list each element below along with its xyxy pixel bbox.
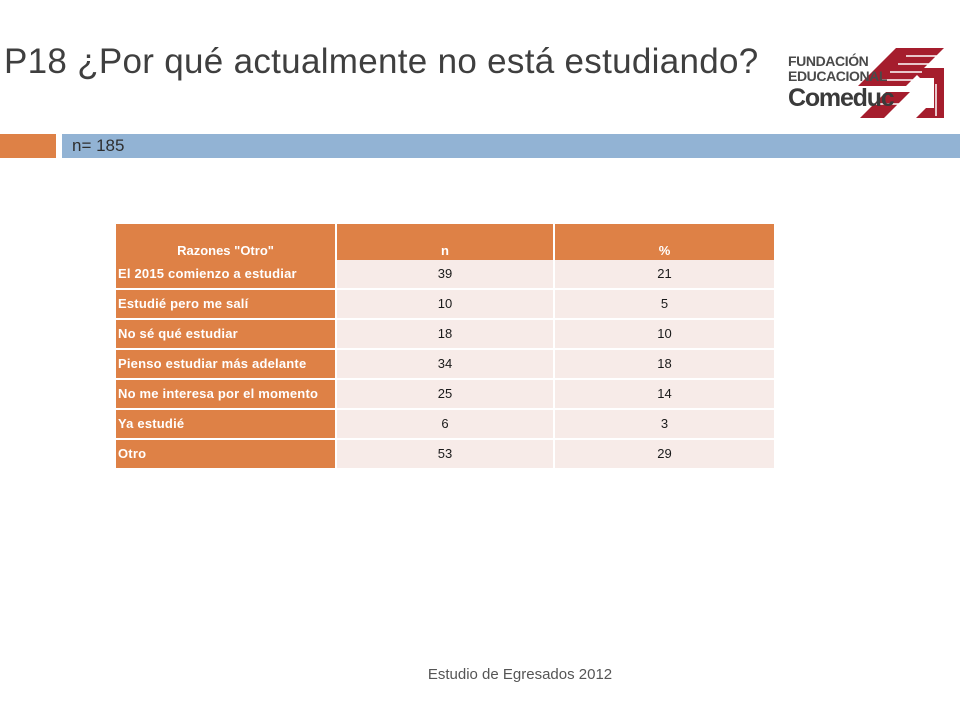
- percent-cell: 21: [554, 260, 774, 290]
- percent-cell: 29: [554, 439, 774, 470]
- comeduc-logo-mark-icon: [858, 48, 944, 118]
- percent-cell: 5: [554, 289, 774, 320]
- logo-line-2: EDUCACIONAL: [788, 68, 888, 84]
- n-cell: 10: [336, 289, 555, 320]
- table-row: Estudié pero me salí 10 5: [116, 289, 774, 320]
- logo-text: FUNDACIÓN EDUCACIONAL Comeduc: [788, 53, 898, 112]
- reason-cell: Pienso estudiar más adelante: [116, 349, 337, 380]
- n-cell: 6: [336, 409, 555, 440]
- table-row: Ya estudié 6 3: [116, 409, 774, 440]
- reason-cell: Ya estudié: [116, 409, 337, 440]
- n-cell: 18: [336, 319, 555, 350]
- header-n: n: [336, 224, 555, 260]
- comeduc-logo: FUNDACIÓN EDUCACIONAL Comeduc: [788, 48, 944, 122]
- reason-cell: El 2015 comienzo a estudiar: [116, 260, 337, 290]
- sample-size-label: n= 185: [72, 136, 125, 155]
- n-cell: 39: [336, 260, 555, 290]
- percent-cell: 14: [554, 379, 774, 410]
- table-row: El 2015 comienzo a estudiar 39 21: [116, 260, 774, 290]
- header-percent: %: [554, 224, 774, 260]
- slide-footer: Estudio de Egresados 2012: [427, 666, 613, 683]
- percent-cell: 18: [554, 349, 774, 380]
- percent-cell: 3: [554, 409, 774, 440]
- reason-cell: Estudié pero me salí: [116, 289, 337, 320]
- table-row: Otro 53 29: [116, 439, 774, 470]
- table-header-row: Razones "Otro" n %: [116, 224, 774, 260]
- accent-bar-orange: [0, 134, 56, 158]
- table-row: No sé qué estudiar 18 10: [116, 319, 774, 350]
- reasons-table: Razones "Otro" n % El 2015 comienzo a es…: [116, 224, 774, 470]
- reason-cell: No sé qué estudiar: [116, 319, 337, 350]
- percent-cell: 10: [554, 319, 774, 350]
- slide-title: P18 ¿Por qué actualmente no está estudia…: [4, 42, 759, 81]
- reason-cell: No me interesa por el momento: [116, 379, 337, 410]
- reason-cell: Otro: [116, 439, 337, 470]
- n-cell: 53: [336, 439, 555, 470]
- header-reasons: Razones "Otro": [116, 224, 337, 260]
- table-row: No me interesa por el momento 25 14: [116, 379, 774, 410]
- subtitle-bar: n= 185: [62, 134, 960, 158]
- logo-line-1: FUNDACIÓN: [788, 53, 869, 69]
- logo-line-3: Comeduc: [788, 84, 895, 112]
- table-row: Pienso estudiar más adelante 34 18: [116, 349, 774, 380]
- n-cell: 25: [336, 379, 555, 410]
- n-cell: 34: [336, 349, 555, 380]
